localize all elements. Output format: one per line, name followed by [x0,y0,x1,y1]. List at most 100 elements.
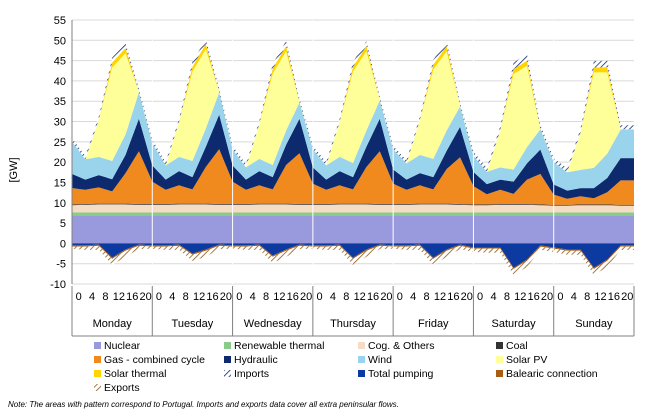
x-hour-tick-label: 0 [557,291,563,303]
y-tick-label: 5 [60,218,66,230]
legend-swatch [358,370,365,377]
x-day-label: Sunday [575,318,613,330]
legend-label: Wind [368,354,392,366]
x-hour-tick-label: 8 [584,291,590,303]
legend-swatch [94,356,101,363]
legend-label: Solar PV [506,354,547,366]
legend-label: Nuclear [104,340,141,352]
x-hour-tick-label: 4 [410,291,416,303]
area-coal [72,203,634,206]
legend: Nuclear Renewable thermal Cog. & Others Coa… [94,340,598,394]
legend-swatch [358,356,365,363]
y-tick-label: 30 [54,117,66,129]
y-tick-label: -10 [50,279,66,291]
x-hour-tick-label: 20 [541,291,553,303]
x-hour-tick-label: 0 [236,291,242,303]
legend-swatch [358,342,365,349]
y-tick-label: 35 [54,96,66,108]
area-hydraulic [72,114,634,199]
x-hour-tick-label: 20 [461,291,473,303]
x-day-label: Monday [93,318,133,330]
x-hour-tick-label: 20 [220,291,232,303]
area-nuclear [72,215,634,244]
x-hour-tick-label: 8 [263,291,269,303]
x-hour-tick-label: 0 [397,291,403,303]
legend-label: Total pumping [368,368,434,380]
y-axis-label: [GW] [8,157,20,182]
x-hour-tick-label: 8 [343,291,349,303]
x-hour-tick-label: 4 [490,291,496,303]
x-day-label: Thursday [330,318,376,330]
x-hour-tick-label: 16 [126,291,138,303]
area-imports [72,39,634,173]
y-tick-label: 15 [54,177,66,189]
x-day-label: Saturday [492,318,537,330]
x-hour-tick-label: 16 [528,291,540,303]
area-exports [72,245,634,276]
legend-swatch [94,370,101,377]
y-tick-label: -5 [56,259,66,271]
x-hour-tick-label: 12 [514,291,526,303]
x-hour-tick-label: 8 [504,291,510,303]
legend-label: Coal [506,340,528,352]
x-hour-tick-label: 16 [608,291,620,303]
x-hour-tick-label: 12 [354,291,366,303]
y-tick-label: 0 [60,238,66,250]
x-hour-tick-label: 20 [300,291,312,303]
x-hour-tick-label: 0 [156,291,162,303]
y-tick-label: 55 [54,15,66,27]
y-tick-label: 20 [54,157,66,169]
x-hour-tick-label: 16 [367,291,379,303]
series-areas [72,39,634,276]
legend-swatch [496,370,503,377]
y-tick-label: 45 [54,56,66,68]
area-total-pumping [72,243,634,268]
x-hour-tick-label: 12 [273,291,285,303]
x-hour-tick-label: 12 [113,291,125,303]
x-hour-tick-label: 8 [183,291,189,303]
x-hour-tick-label: 4 [571,291,577,303]
footnote: Note: The areas with pattern correspond … [8,400,399,409]
legend-label: Solar thermal [104,368,166,380]
area-gas-combined-cycle [72,149,634,205]
legend-label: Gas - combined cycle [104,354,205,366]
legend-label: Cog. & Others [368,340,435,352]
legend-label: Renewable thermal [234,340,324,352]
legend-swatch [94,342,101,349]
x-hour-tick-label: 12 [434,291,446,303]
y-tick-label: 50 [54,35,66,47]
x-day-label: Wednesday [244,318,302,330]
x-hour-tick-label: 4 [250,291,256,303]
x-hour-tick-label: 16 [206,291,218,303]
legend-swatch [94,384,101,391]
y-tick-label: 25 [54,137,66,149]
x-hour-tick-label: 12 [594,291,606,303]
x-hour-tick-label: 0 [76,291,82,303]
x-hour-tick-label: 16 [287,291,299,303]
y-tick-label: 40 [54,76,66,88]
legend-swatch [224,342,231,349]
area-renewable-thermal [72,212,634,216]
x-hour-tick-label: 20 [380,291,392,303]
x-day-label: Tuesday [172,318,214,330]
x-hour-tick-label: 20 [139,291,151,303]
x-hour-tick-label: 4 [330,291,336,303]
legend-label: Balearic connection [506,368,598,380]
x-hour-tick-label: 4 [89,291,95,303]
x-day-label: Friday [418,318,449,330]
x-hour-tick-label: 12 [193,291,205,303]
x-hour-tick-label: 16 [447,291,459,303]
y-tick-label: 10 [54,198,66,210]
x-hour-tick-label: 20 [621,291,633,303]
legend-swatch [224,370,231,377]
legend-swatch [496,356,503,363]
x-hour-tick-label: 0 [316,291,322,303]
legend-swatch [224,356,231,363]
x-hour-tick-label: 8 [424,291,430,303]
legend-label: Hydraulic [234,354,278,366]
x-hour-tick-label: 4 [169,291,175,303]
legend-label: Exports [104,382,140,394]
